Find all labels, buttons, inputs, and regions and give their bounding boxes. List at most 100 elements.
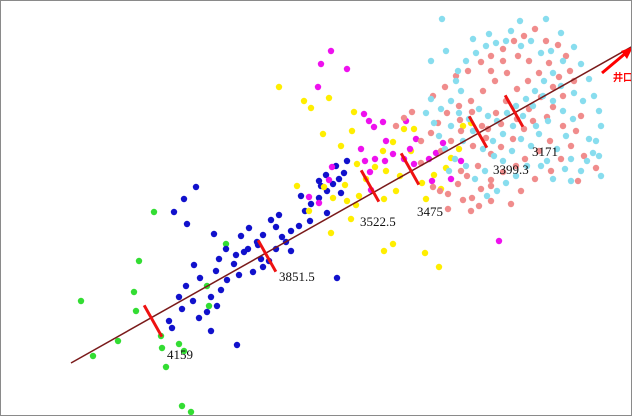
scatter-point	[441, 83, 449, 91]
scatter-point	[77, 297, 85, 305]
scatter-point	[267, 216, 275, 224]
scatter-point	[512, 172, 520, 180]
scatter-point	[333, 274, 341, 282]
scatter-point	[542, 37, 550, 45]
scatter-point	[300, 97, 308, 105]
scatter-point	[459, 122, 467, 130]
scatter-point	[432, 149, 440, 157]
scatter-point	[549, 97, 557, 105]
scatter-point	[210, 230, 218, 238]
scatter-point	[508, 147, 516, 155]
scatter-point	[297, 192, 305, 200]
scatter-point	[447, 175, 455, 183]
scatter-point	[592, 137, 600, 145]
scatter-point	[531, 87, 539, 95]
scatter-point	[457, 127, 465, 135]
scatter-point	[382, 137, 390, 145]
scatter-point	[329, 180, 337, 188]
scatter-point	[418, 179, 426, 187]
scatter-point	[570, 89, 578, 97]
scatter-point	[454, 67, 462, 75]
scatter-point	[445, 167, 453, 175]
depth-tick	[467, 115, 489, 149]
scatter-point	[475, 202, 483, 210]
scatter-point	[542, 15, 550, 23]
scatter-point	[495, 237, 503, 245]
scatter-point	[428, 177, 436, 185]
scatter-point	[487, 67, 495, 75]
scatter-point	[499, 45, 507, 53]
scatter-point	[483, 192, 491, 200]
scatter-point	[287, 227, 295, 235]
scatter-point	[350, 108, 358, 116]
scatter-point	[481, 167, 489, 175]
scatter-point	[366, 168, 374, 176]
scatter-point	[451, 155, 459, 163]
scatter-point	[507, 200, 515, 208]
scatter-point	[583, 157, 591, 165]
scatter-point	[315, 194, 323, 202]
scatter-point	[549, 175, 557, 183]
scatter-point	[438, 15, 446, 23]
scatter-point	[187, 408, 195, 415]
scatter-point	[180, 347, 188, 355]
scatter-point	[457, 157, 465, 165]
scatter-point	[427, 95, 435, 103]
scatter-point	[513, 85, 521, 93]
scatter-point	[452, 77, 460, 85]
scatter-point	[259, 263, 267, 271]
scatter-point	[517, 135, 525, 143]
scatter-point	[380, 247, 388, 255]
scatter-point	[365, 117, 373, 125]
scatter-point	[567, 155, 575, 163]
scatter-point	[532, 122, 540, 130]
scatter-point	[549, 69, 557, 77]
scatter-point	[454, 180, 462, 188]
scatter-point	[337, 142, 345, 150]
scatter-point	[325, 94, 333, 102]
scatter-point	[439, 139, 447, 147]
scatter-point	[212, 267, 220, 275]
scatter-point	[215, 255, 223, 263]
scatter-point	[370, 123, 378, 131]
scatter-point	[529, 117, 537, 125]
scatter-point	[203, 308, 211, 316]
scatter-point	[559, 122, 567, 130]
scatter-point	[517, 187, 525, 195]
scatter-point	[447, 122, 455, 130]
wellhead-arrow-head	[621, 47, 631, 59]
scatter-point	[305, 193, 313, 201]
scatter-point	[562, 132, 570, 140]
scatter-point	[585, 135, 593, 143]
scatter-point	[566, 67, 574, 75]
scatter-point	[484, 112, 492, 120]
scatter-point	[559, 107, 567, 115]
scatter-point	[341, 181, 349, 189]
depth-label: 3399.3	[493, 162, 529, 177]
depth-label: 4159	[167, 347, 193, 362]
scatter-point	[469, 142, 477, 150]
scatter-point	[222, 245, 230, 253]
wellhead-arrow	[601, 50, 628, 75]
scatter-point	[337, 189, 345, 197]
scatter-point	[322, 171, 330, 179]
scatter-point	[549, 103, 557, 111]
scatter-point	[472, 49, 480, 57]
scatter-point	[306, 217, 314, 225]
scatter-point	[455, 145, 463, 153]
scatter-point	[444, 205, 452, 213]
scatter-point	[499, 157, 507, 165]
scatter-point	[233, 341, 241, 349]
scatter-point	[482, 134, 490, 142]
scatter-point	[487, 52, 495, 60]
scatter-point	[503, 69, 511, 77]
scatter-point	[408, 108, 416, 116]
scatter-point	[444, 190, 452, 198]
scatter-point	[585, 75, 593, 83]
scatter-point	[165, 317, 173, 325]
scatter-point	[183, 220, 191, 228]
scatter-point	[170, 208, 178, 216]
scatter-point	[278, 233, 286, 241]
